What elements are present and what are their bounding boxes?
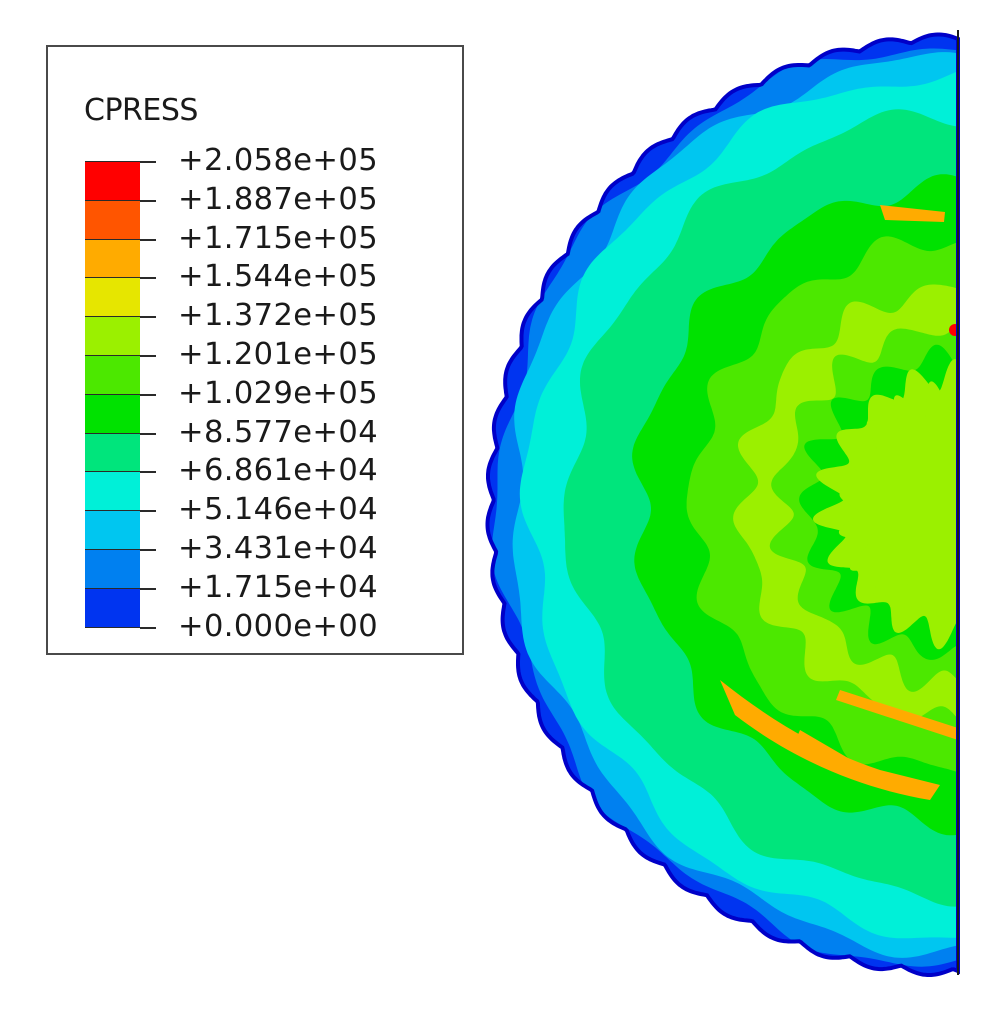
legend-label: +2.058e+05 <box>178 143 379 178</box>
legend-tick <box>140 238 156 241</box>
legend-swatch <box>85 277 140 317</box>
legend-tick <box>140 510 156 513</box>
legend-label: +1.029e+05 <box>178 375 379 411</box>
legend-swatch <box>85 238 140 278</box>
legend-label: +1.372e+05 <box>178 298 379 334</box>
contour-hotspot <box>880 205 945 222</box>
legend-label: +5.146e+04 <box>178 492 379 528</box>
contour-boundary <box>485 32 960 977</box>
legend-tick <box>140 199 156 202</box>
legend-tick <box>140 161 156 163</box>
legend-tick <box>140 432 156 435</box>
legend-tick <box>140 316 156 319</box>
legend-swatch <box>85 316 140 355</box>
legend-tick <box>140 471 156 474</box>
legend-swatch <box>85 161 140 200</box>
legend-swatch <box>85 587 140 627</box>
contour-hotspot <box>836 690 958 740</box>
legend-label: +1.887e+05 <box>178 181 379 217</box>
contour-peak <box>949 324 958 336</box>
legend-label: +1.544e+05 <box>178 259 379 295</box>
legend-swatch <box>85 471 140 511</box>
legend-label: +3.431e+04 <box>178 531 379 566</box>
legend-label: +6.861e+04 <box>178 453 379 489</box>
legend-swatch <box>85 510 140 549</box>
legend-swatch <box>85 199 140 239</box>
legend-label: +1.715e+04 <box>178 569 379 605</box>
legend-tick <box>140 549 156 551</box>
contour-hotspot <box>720 680 940 800</box>
legend-swatch <box>85 549 140 588</box>
contour-hotspot <box>795 730 860 775</box>
legend-swatch <box>85 393 140 433</box>
legend-tick <box>140 587 156 590</box>
legend-label: +1.715e+05 <box>178 220 379 256</box>
legend-label: +8.577e+04 <box>178 414 379 450</box>
legend-swatch <box>85 355 140 394</box>
legend-swatch <box>85 432 140 472</box>
contour-disc <box>487 34 958 975</box>
legend: CPRESS +2.058e+05 +1.887e+05 +1.715e+05 +1.… <box>46 45 464 655</box>
legend-bar-bottom-edge <box>85 626 140 628</box>
contour-band <box>838 381 958 627</box>
legend-tick <box>140 277 156 280</box>
legend-tick <box>140 355 156 357</box>
legend-tick <box>140 626 156 629</box>
legend-label: +1.201e+05 <box>178 337 379 372</box>
legend-tick <box>140 393 156 396</box>
legend-label: +0.000e+00 <box>178 608 379 644</box>
legend-title: CPRESS <box>84 93 198 128</box>
